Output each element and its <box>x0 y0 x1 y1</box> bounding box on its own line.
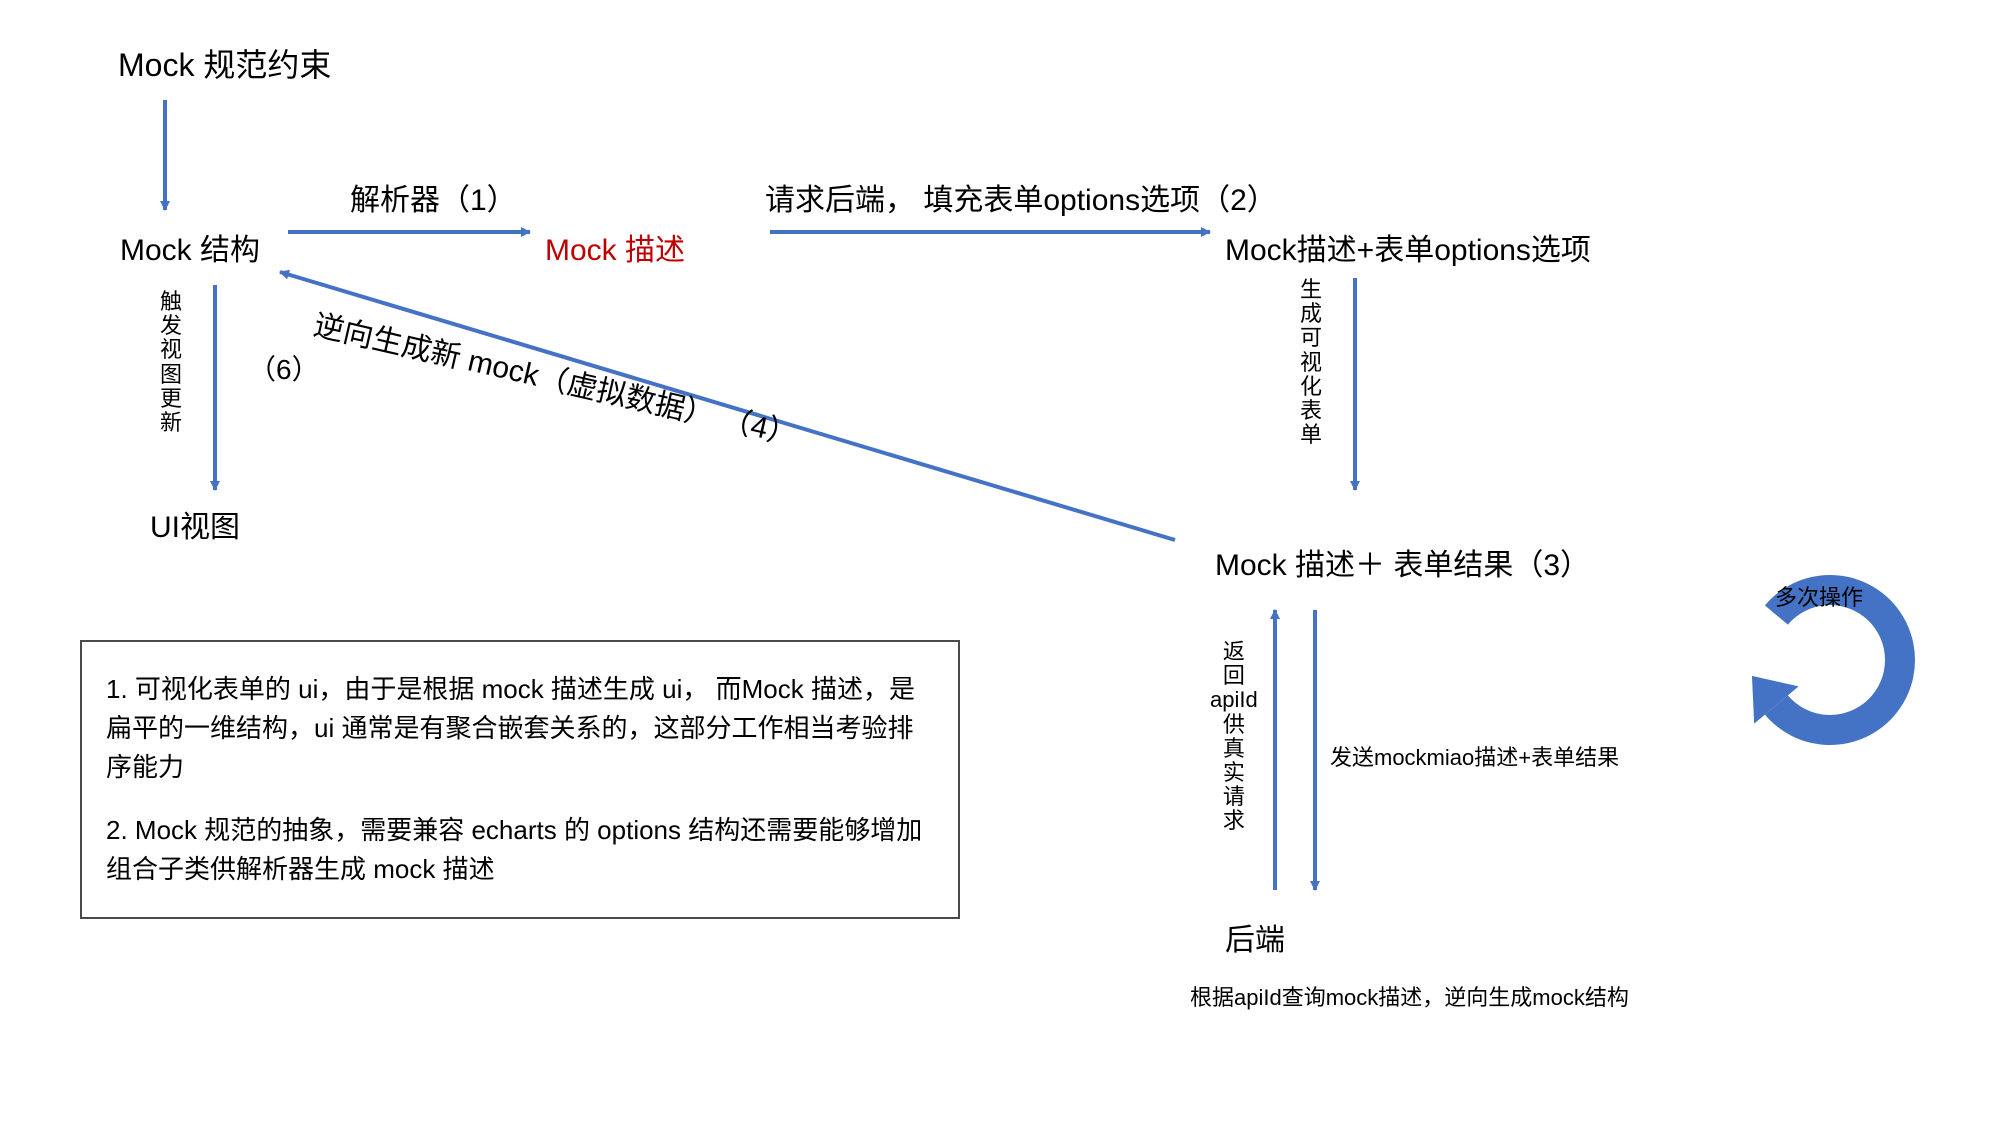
label-parser: 解析器（1） <box>350 175 517 219</box>
node-mock-spec: Mock 规范约束 <box>118 40 331 86</box>
node-mock-desc-opts: Mock描述+表单options选项 <box>1225 225 1591 269</box>
label-return-apiid: 返回apiId供真实请求 <box>1210 640 1258 834</box>
node-ui-view: UI视图 <box>150 502 240 546</box>
label-step6: （6） <box>248 348 320 388</box>
notes-box: 1. 可视化表单的 ui，由于是根据 mock 描述生成 ui， 而Mock 描… <box>80 640 960 919</box>
loop-arrow-head <box>1752 676 1799 724</box>
label-reverse: 逆向生成新 mock（虚拟数据） （4） <box>310 300 802 454</box>
node-backend: 后端 <box>1225 915 1285 959</box>
notes-item-1: 1. 可视化表单的 ui，由于是根据 mock 描述生成 ui， 而Mock 描… <box>106 670 934 787</box>
backend-caption: 根据apiId查询mock描述，逆向生成mock结构 <box>1190 980 1629 1012</box>
notes-item-2: 2. Mock 规范的抽象，需要兼容 echarts 的 options 结构还… <box>106 811 934 889</box>
label-trigger-update: 触发视图更新 <box>160 290 182 435</box>
label-multi-op: 多次操作 <box>1775 580 1863 612</box>
label-request: 请求后端， 填充表单options选项（2） <box>765 175 1277 219</box>
label-send-mock: 发送mockmiao描述+表单结果 <box>1330 740 1619 772</box>
node-mock-struct: Mock 结构 <box>120 225 260 269</box>
node-mock-desc-result: Mock 描述＋ 表单结果（3） <box>1215 540 1590 584</box>
arrows-layer <box>0 0 2000 1125</box>
node-mock-desc: Mock 描述 <box>545 225 685 269</box>
label-gen-form: 生成可视化表单 <box>1300 278 1322 447</box>
